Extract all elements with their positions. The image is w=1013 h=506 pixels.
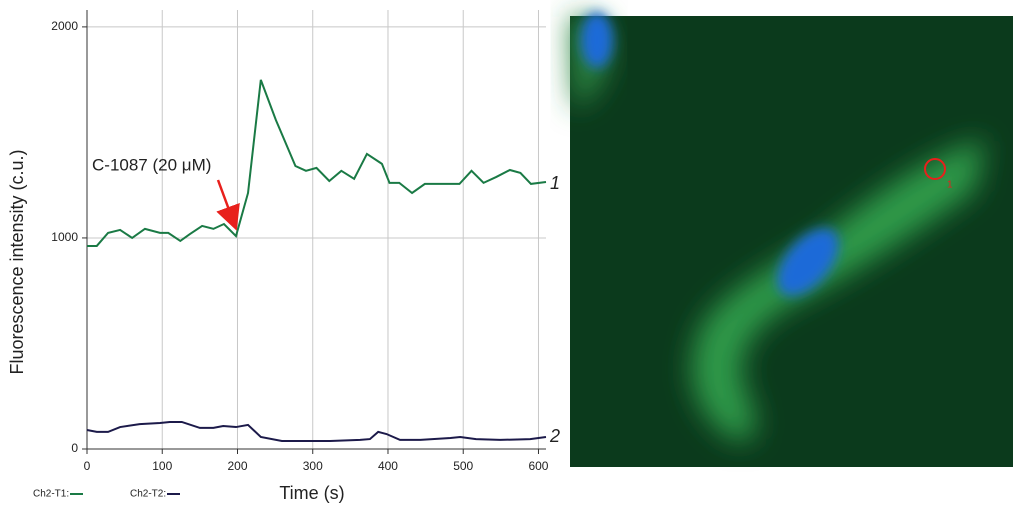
micrograph: 1 xyxy=(570,12,1013,467)
annotation-arrow xyxy=(216,179,240,231)
y-tick-label: 0 xyxy=(71,441,78,455)
series-line xyxy=(87,79,547,247)
nucleus xyxy=(777,228,839,296)
plot: 0 1000 2000 0 100 200 300 400 500 600 Ch2-T1: Ch2-T… xyxy=(33,10,549,500)
y-tick-label: 2000 xyxy=(51,19,78,33)
x-axis-label: Time (s) xyxy=(279,483,344,503)
annotation: C-1087 (20 μM) xyxy=(92,155,211,174)
x-tick-label: 200 xyxy=(227,459,247,473)
x-tick-label: 400 xyxy=(378,459,398,473)
nucleus xyxy=(581,12,613,68)
legend-label: Ch2-T1: xyxy=(33,489,69,500)
x-tick-label: 600 xyxy=(528,459,548,473)
cell xyxy=(692,140,985,441)
series-line xyxy=(86,420,547,442)
y-axis-label: Fluorescence intensity (c.u.) xyxy=(7,149,27,374)
series-label: 2 xyxy=(549,426,560,446)
legend-label: Ch2-T2: xyxy=(130,489,166,500)
x-tick-label: 0 xyxy=(84,459,91,473)
image-background xyxy=(570,16,1013,467)
y-tick-label: 1000 xyxy=(51,230,78,244)
roi-circle xyxy=(924,158,946,180)
series-label: 1 xyxy=(550,173,560,193)
x-tick-label: 100 xyxy=(152,459,172,473)
x-tick-label: 300 xyxy=(303,459,323,473)
x-tick-label: 500 xyxy=(453,459,473,473)
roi-label: 1 xyxy=(947,180,953,191)
